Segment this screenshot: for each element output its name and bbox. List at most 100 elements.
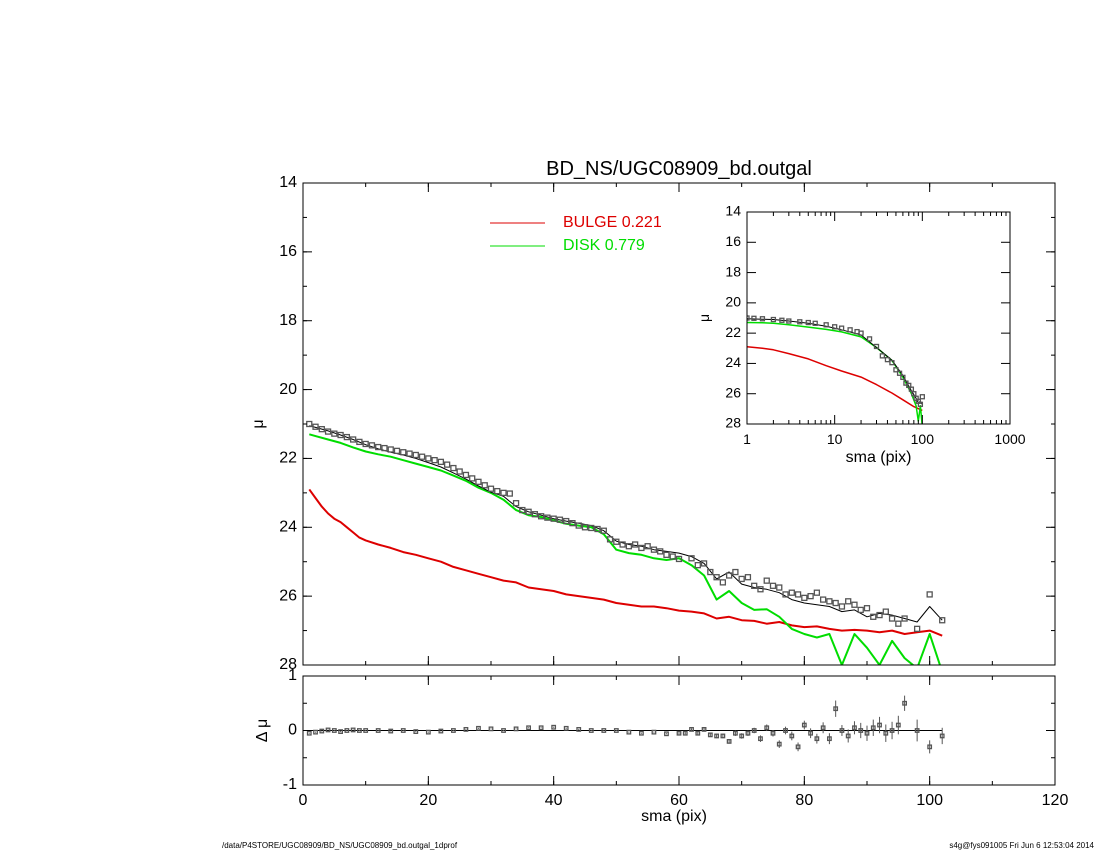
data-point xyxy=(619,541,626,548)
main-y-tick-label: 14 xyxy=(279,174,297,191)
main-series-bulge-line xyxy=(308,488,943,637)
data-point xyxy=(563,725,569,731)
data-point xyxy=(858,330,864,336)
data-point xyxy=(501,728,506,733)
data-point xyxy=(531,511,539,518)
data-point xyxy=(613,538,620,545)
residual-y-axis-label: Δ μ xyxy=(254,719,271,742)
footer-timestamp: s4g@fys091005 Fri Jun 6 12:53:04 2014 xyxy=(949,841,1094,850)
data-point xyxy=(556,516,564,523)
data-point xyxy=(896,370,903,376)
data-point xyxy=(525,508,532,515)
residual-y-tick-label: 1 xyxy=(288,667,297,684)
data-point xyxy=(538,725,544,731)
data-point xyxy=(807,592,814,600)
data-point xyxy=(751,582,758,589)
data-point xyxy=(319,728,325,734)
inset-x-tick-label: 100 xyxy=(911,431,935,447)
legend-label-disk: DISK 0.779 xyxy=(563,237,645,254)
data-point xyxy=(759,316,766,322)
data-point xyxy=(431,456,438,464)
data-point xyxy=(764,725,770,731)
data-point xyxy=(425,455,432,462)
data-point xyxy=(456,468,463,475)
data-point xyxy=(563,517,570,525)
data-point xyxy=(413,729,419,734)
inset-frame xyxy=(746,211,1011,425)
data-point xyxy=(813,589,821,596)
data-point xyxy=(443,461,451,468)
inset-plot: 1 10 100 1000 14 16 18 20 22 24 26 28 sma (pix) μ xyxy=(696,203,1026,466)
data-point xyxy=(576,727,582,732)
data-point xyxy=(626,729,632,735)
data-point xyxy=(462,471,470,479)
chart-title: BD_NS/UGC08909_bd.outgal xyxy=(546,158,812,180)
data-point xyxy=(694,562,701,569)
data-point xyxy=(757,586,764,593)
data-point xyxy=(839,728,845,733)
data-point xyxy=(838,603,846,610)
data-point xyxy=(375,728,381,733)
data-point xyxy=(902,700,907,706)
data-point xyxy=(350,727,356,733)
data-point xyxy=(858,728,864,733)
data-point xyxy=(638,544,645,552)
data-point xyxy=(714,733,719,739)
data-point xyxy=(733,730,738,736)
data-point xyxy=(318,426,325,433)
main-y-tick-label: 18 xyxy=(279,312,297,329)
data-point xyxy=(801,594,808,602)
data-point xyxy=(331,430,338,437)
residual-x-tick-label: 100 xyxy=(916,792,943,809)
data-point xyxy=(606,536,614,543)
data-point xyxy=(870,613,877,620)
data-point xyxy=(919,394,925,400)
data-point xyxy=(450,728,456,733)
data-point xyxy=(356,438,363,446)
inset-series-bulge-line xyxy=(747,346,923,412)
data-point xyxy=(676,730,682,736)
data-point xyxy=(823,322,829,328)
main-y-axis-label: μ xyxy=(250,419,267,428)
data-point xyxy=(669,553,676,560)
data-point xyxy=(506,490,513,497)
data-point xyxy=(776,741,782,747)
data-point xyxy=(594,525,601,533)
data-point xyxy=(689,727,694,732)
data-point xyxy=(863,605,871,612)
data-point xyxy=(400,728,406,733)
data-point xyxy=(313,729,318,735)
data-point xyxy=(475,478,482,485)
data-point xyxy=(857,606,864,614)
data-point xyxy=(406,450,413,457)
main-series-disk-line xyxy=(309,433,941,665)
data-point xyxy=(675,555,683,563)
data-point xyxy=(650,546,658,553)
data-point xyxy=(437,458,445,466)
data-point xyxy=(343,433,351,441)
data-point xyxy=(927,744,933,750)
data-point xyxy=(631,541,639,548)
data-point xyxy=(707,568,714,576)
data-point xyxy=(901,615,908,622)
data-point xyxy=(581,524,589,531)
legend-label-bulge: BULGE 0.221 xyxy=(563,214,662,231)
data-point xyxy=(832,324,838,330)
data-point xyxy=(895,620,902,627)
data-point xyxy=(884,356,891,363)
data-point xyxy=(852,725,857,731)
data-point xyxy=(738,575,745,583)
data-point xyxy=(832,599,839,607)
data-point xyxy=(513,726,519,732)
data-point xyxy=(601,728,607,733)
data-point xyxy=(889,728,895,733)
residual-x-tick-label: 40 xyxy=(545,792,563,809)
residual-x-axis-label: sma (pix) xyxy=(641,808,707,825)
data-point xyxy=(794,591,802,598)
data-point xyxy=(845,733,851,739)
data-point xyxy=(747,315,750,321)
residual-series-residual xyxy=(306,695,945,754)
data-point xyxy=(438,728,444,734)
